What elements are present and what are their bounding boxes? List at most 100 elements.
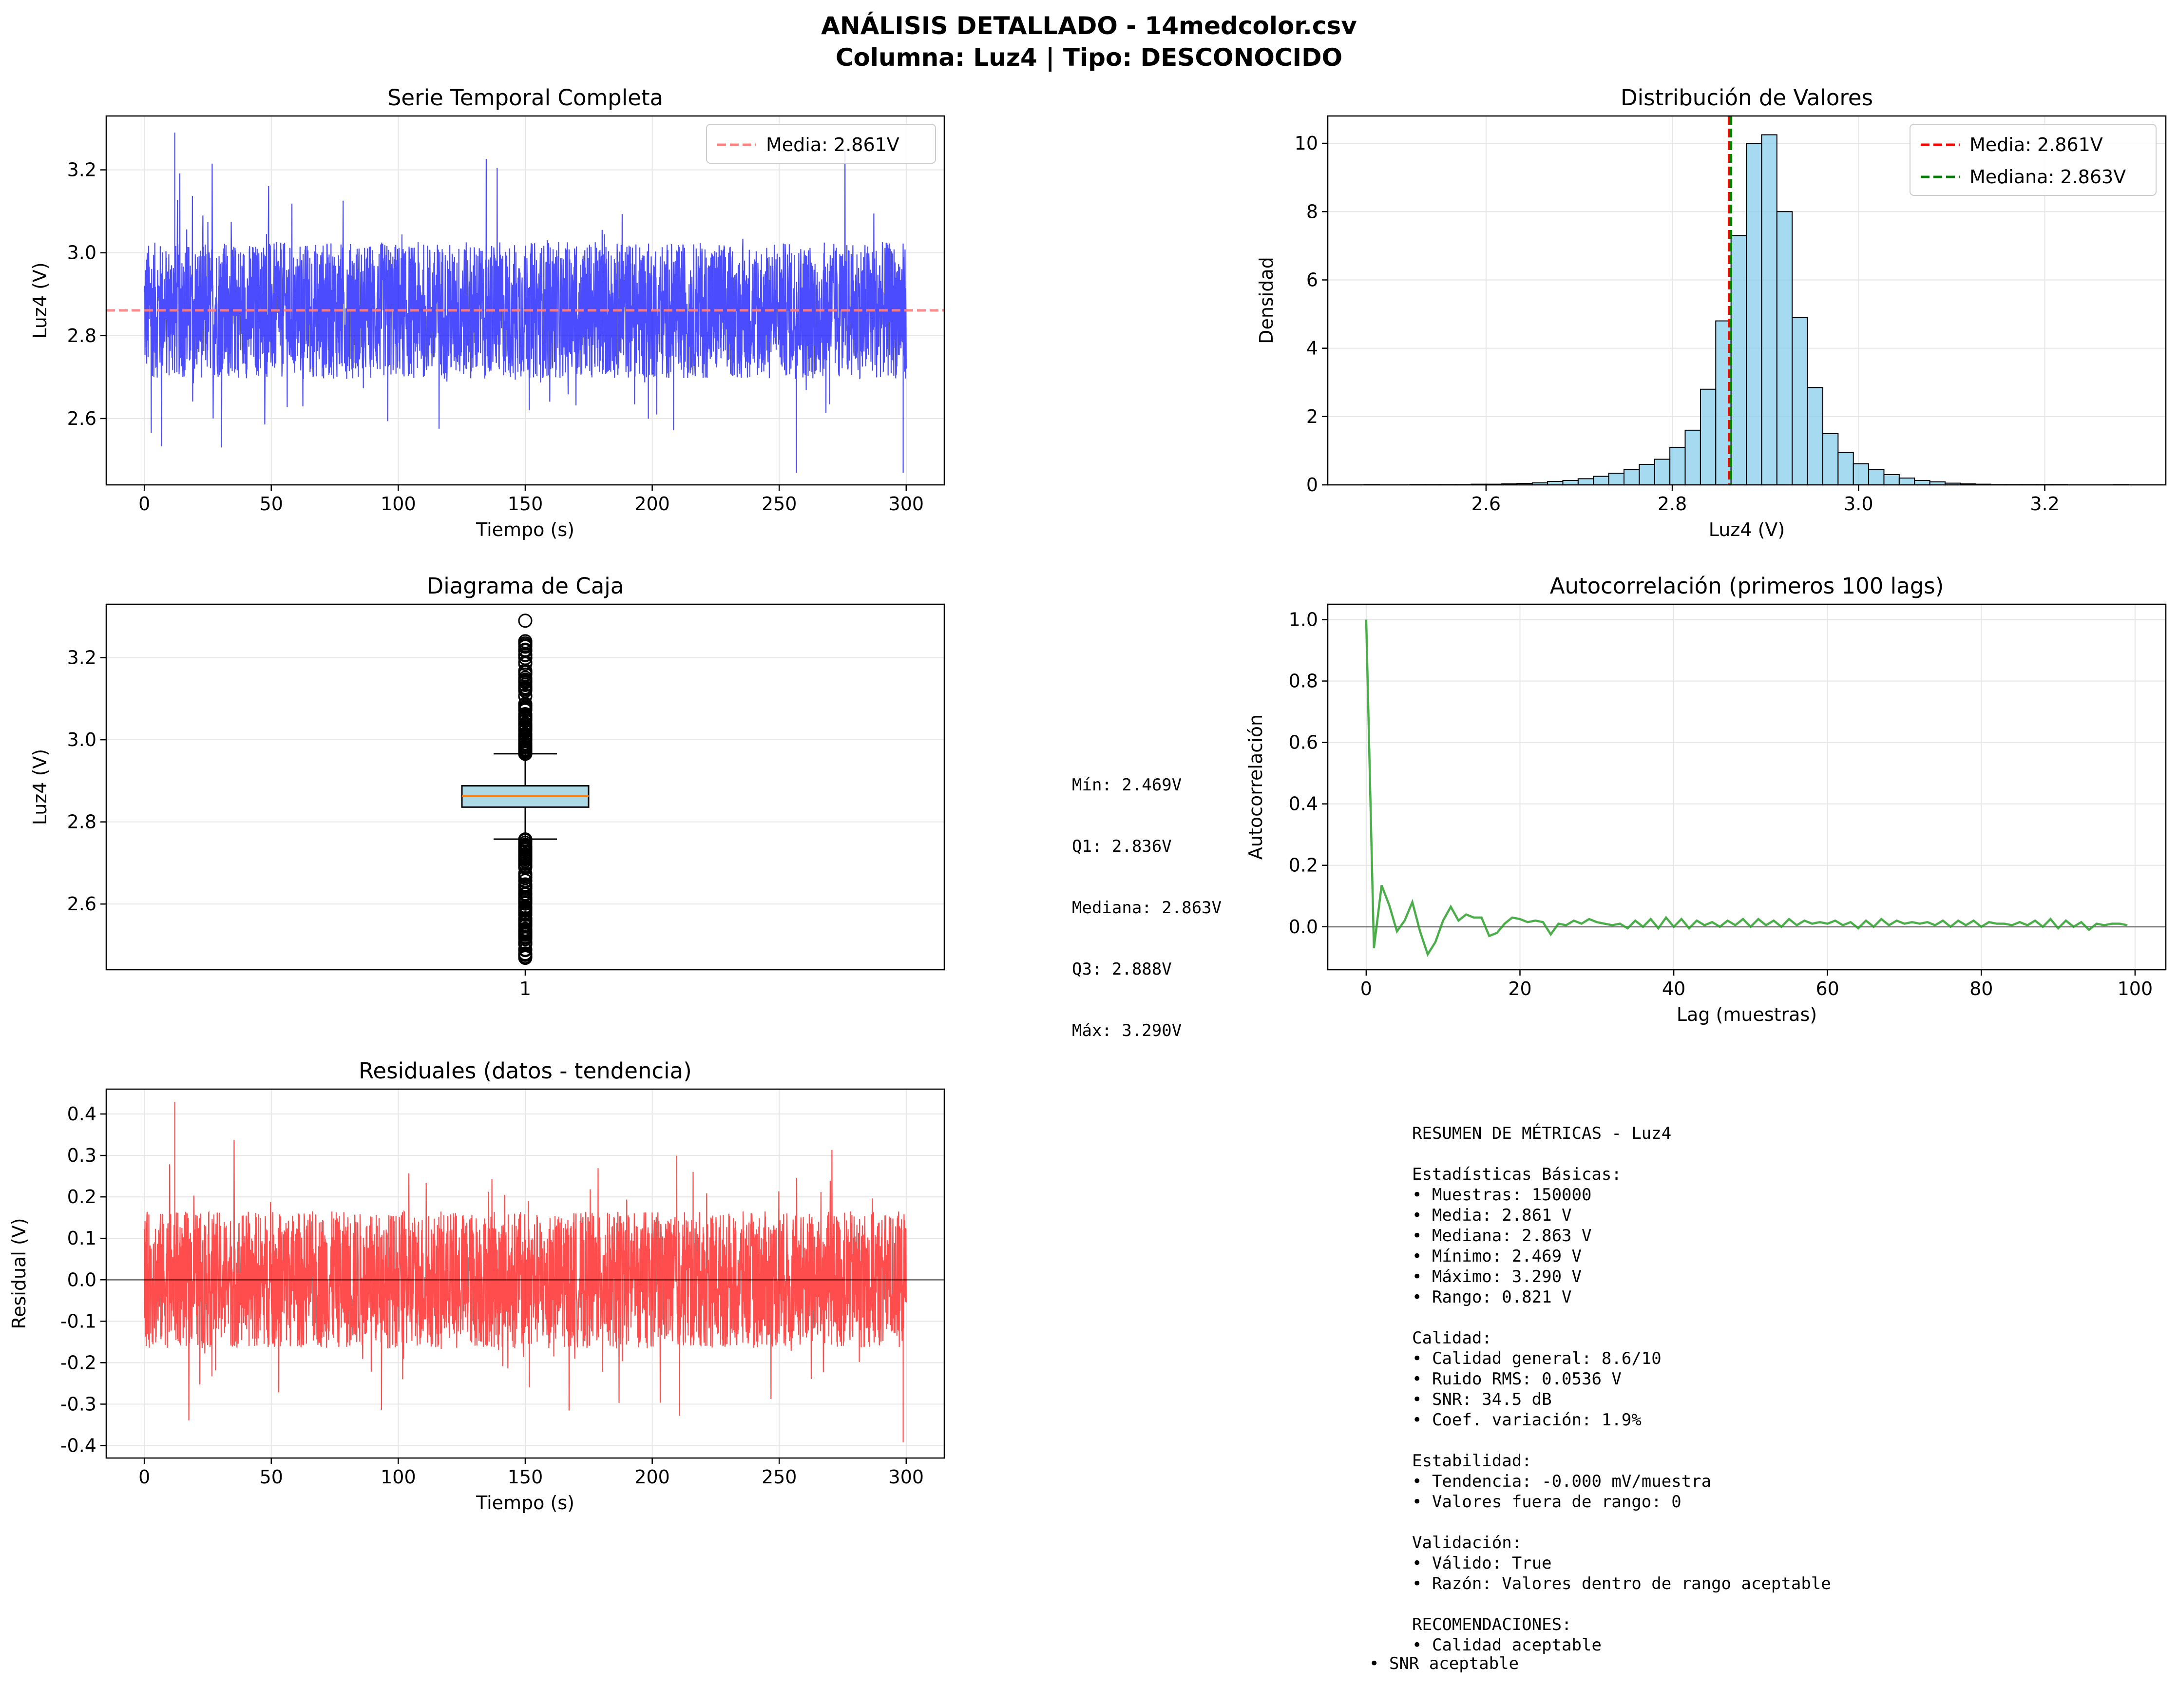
histogram-bar xyxy=(1776,211,1793,485)
y-tick-label: 0.4 xyxy=(1289,793,1318,815)
summary-line xyxy=(1412,1144,1831,1164)
axes-title: Diagrama de Caja xyxy=(427,573,624,599)
summary-line: • Muestras: 150000 xyxy=(1412,1185,1592,1205)
x-tick-label: 40 xyxy=(1662,978,1685,999)
axes-frame xyxy=(1327,603,2167,971)
summary-line: • Media: 2.861 V xyxy=(1412,1206,1572,1225)
outlier-low xyxy=(518,907,533,922)
histogram-bar xyxy=(1761,134,1777,486)
y-tick-label: 8 xyxy=(1306,201,1318,222)
summary-line: • SNR: 34.5 dB xyxy=(1412,1390,1552,1409)
x-tick-label: 0 xyxy=(138,493,150,515)
outlier-low xyxy=(518,873,533,888)
summary-line xyxy=(1412,1512,1831,1533)
y-tick-label: 6 xyxy=(1306,269,1318,290)
y-tick-label: -0.4 xyxy=(60,1435,96,1456)
histogram-panel: 2.6 2.8 3.0 3.2 0 2 4 6 8 10 Distribución de Valor… xyxy=(1256,85,2167,540)
x-tick-label: 2.6 xyxy=(1471,493,1501,515)
y-tick-label: 0.0 xyxy=(67,1269,96,1290)
x-tick-label: 3.2 xyxy=(2030,493,2059,515)
metrics-summary: RESUMEN DE MÉTRICAS - Luz4 Estadísticas B… xyxy=(1412,1123,1831,1655)
summary-line: • Máximo: 3.290 V xyxy=(1412,1267,1582,1286)
x-tick-label: 300 xyxy=(889,1466,924,1488)
x-tick-label: 150 xyxy=(508,493,543,515)
y-axis-label: Residual (V) xyxy=(8,1218,30,1329)
summary-line: • Mediana: 2.863 V xyxy=(1412,1226,1592,1246)
y-tick-label: 0.2 xyxy=(67,1186,96,1208)
summary-line xyxy=(1412,1430,1831,1451)
outlier-low xyxy=(518,843,533,858)
box-stat-line: Máx: 3.290V xyxy=(1072,1021,1182,1040)
x-tick-label: 100 xyxy=(381,1466,416,1488)
y-tick-label: 0.3 xyxy=(67,1145,96,1166)
y-tick-label: 2.8 xyxy=(67,811,96,833)
x-tick-label: 250 xyxy=(762,493,797,515)
legend-label: Media: 2.861V xyxy=(766,134,899,155)
histogram-bar xyxy=(1624,469,1640,485)
x-tick-label: 300 xyxy=(889,493,924,515)
outlier-high xyxy=(518,682,533,696)
x-tick-label: 0 xyxy=(1360,978,1372,999)
outlier-low xyxy=(518,879,533,893)
figure-title-line2: Columna: Luz4 | Tipo: DESCONOCIDO xyxy=(836,43,1342,72)
y-tick-label: 0.0 xyxy=(1289,916,1318,938)
outlier-low xyxy=(518,850,533,865)
histogram-bar xyxy=(1868,469,1885,485)
y-tick-label: 0.6 xyxy=(1289,732,1318,753)
x-tick-label: 250 xyxy=(762,1466,797,1488)
legend-box xyxy=(1910,124,2157,196)
outlier-high xyxy=(518,634,533,649)
axes-title: Residuales (datos - tendencia) xyxy=(359,1058,692,1084)
y-tick-label: -0.1 xyxy=(60,1310,96,1332)
histogram-bar xyxy=(1883,474,1900,486)
x-tick-label: 50 xyxy=(260,493,283,515)
residual-line xyxy=(144,1102,907,1442)
outlier-high xyxy=(518,716,533,731)
y-tick-label: 3.0 xyxy=(67,242,96,264)
summary-line: • Calidad general: 8.6/10 xyxy=(1412,1349,1662,1368)
x-axis-label: Lag (muestras) xyxy=(1677,1004,1817,1025)
y-tick-label: 1.0 xyxy=(1289,609,1318,631)
y-axis-label: Luz4 (V) xyxy=(29,262,51,338)
y-tick-label: 2.6 xyxy=(67,893,96,915)
summary-line: RESUMEN DE MÉTRICAS - Luz4 xyxy=(1412,1124,1672,1143)
y-tick-label: 3.0 xyxy=(67,729,96,750)
outlier-low xyxy=(518,936,533,951)
acf-line xyxy=(1365,619,2128,957)
x-tick-label: 100 xyxy=(2118,978,2153,999)
x-tick-label: 200 xyxy=(634,493,670,515)
y-tick-label: 2 xyxy=(1306,406,1318,427)
summary-line: • Razón: Valores dentro de rango aceptab… xyxy=(1412,1574,1831,1593)
histogram-bar xyxy=(1700,388,1717,485)
y-tick-label: 3.2 xyxy=(67,647,96,669)
summary-tail-line: • SNR aceptable xyxy=(1369,1654,1519,1673)
y-tick-label: 0 xyxy=(1306,474,1318,496)
histogram-bar xyxy=(1792,317,1808,486)
outlier-low xyxy=(518,868,533,883)
outlier-low xyxy=(518,892,533,907)
histogram-bar xyxy=(1837,452,1854,486)
box-stat-line: Mín: 2.469V xyxy=(1072,775,1182,795)
axes-title: Distribución de Valores xyxy=(1621,85,1873,111)
outlier-high xyxy=(518,697,533,711)
summary-line: Calidad: xyxy=(1412,1328,1492,1348)
x-tick-label: 3.0 xyxy=(1844,493,1873,515)
y-tick-label: 0.2 xyxy=(1289,855,1318,876)
x-tick-label: 0 xyxy=(138,1466,150,1488)
summary-line xyxy=(1412,1307,1831,1328)
histogram-bar xyxy=(1807,387,1823,485)
summary-line: RECOMENDACIONES: xyxy=(1412,1615,1572,1634)
summary-line: • Valores fuera de rango: 0 xyxy=(1412,1492,1681,1512)
summary-line: • Rango: 0.821 V xyxy=(1412,1287,1572,1307)
figure-title-line1: ANÁLISIS DETALLADO - 14medcolor.csv xyxy=(821,11,1357,40)
y-axis-label: Densidad xyxy=(1256,257,1277,344)
box-stats-text: Mín: 2.469V Q1: 2.836V Mediana: 2.863V Q… xyxy=(1072,734,1222,1061)
outlier-low xyxy=(518,911,533,925)
histogram-bar xyxy=(1577,478,1594,486)
histogram-bar xyxy=(1639,463,1655,486)
box-stat-line: Mediana: 2.863V xyxy=(1072,898,1222,918)
histogram-bar xyxy=(1562,480,1579,485)
x-tick-label: 1 xyxy=(519,978,531,999)
outlier-high xyxy=(518,614,533,628)
